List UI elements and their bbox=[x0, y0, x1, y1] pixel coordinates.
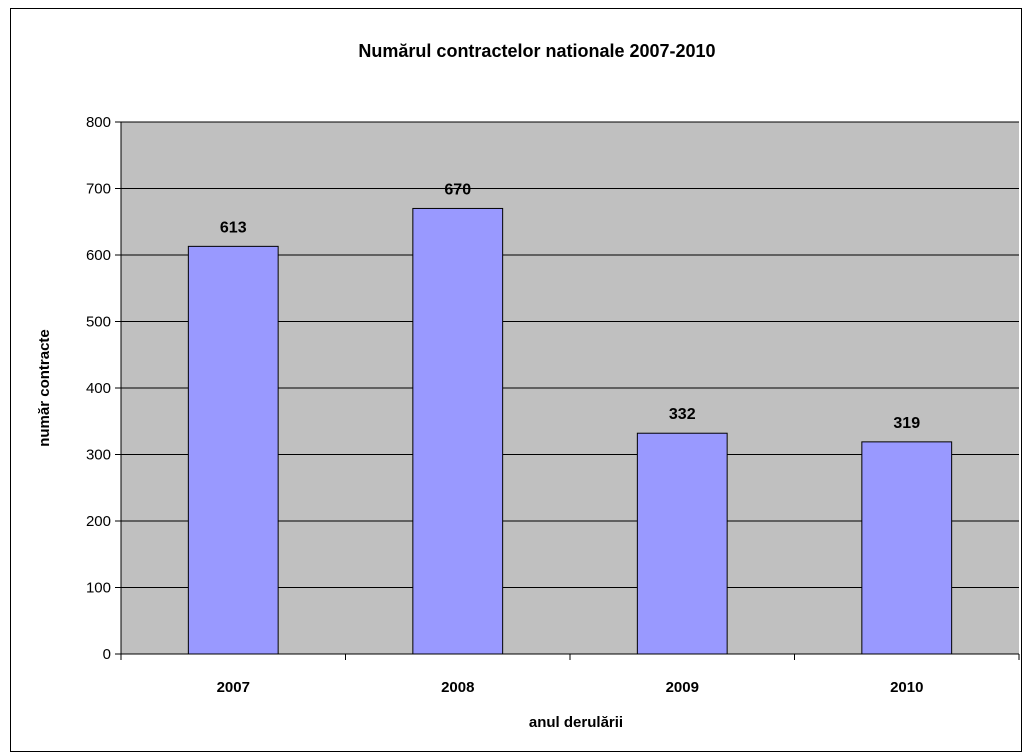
data-label-2010: 319 bbox=[893, 415, 920, 432]
data-label-2007: 613 bbox=[220, 219, 247, 236]
data-label-2009: 332 bbox=[669, 406, 696, 423]
y-tick-label: 800 bbox=[86, 114, 111, 131]
x-tick-label-2007: 2007 bbox=[217, 679, 250, 696]
y-tick-label: 300 bbox=[86, 447, 111, 464]
chart-title: Numărul contractelor nationale 2007-2010 bbox=[358, 41, 715, 61]
y-tick-label: 600 bbox=[86, 247, 111, 264]
y-tick-label: 500 bbox=[86, 314, 111, 331]
data-label-2008: 670 bbox=[444, 181, 471, 198]
y-tick-label: 200 bbox=[86, 513, 111, 530]
bar-2007 bbox=[187, 245, 279, 655]
bars bbox=[187, 207, 953, 655]
bar-2010 bbox=[861, 441, 953, 655]
chart-frame: Numărul contractelor nationale 2007-2010… bbox=[10, 8, 1022, 752]
axes: 0 100 200 300 400 500 600 700 800 2007 2008 2009 201… bbox=[86, 114, 1020, 696]
bar-2008 bbox=[412, 207, 504, 655]
x-tick-label-2009: 2009 bbox=[666, 679, 699, 696]
data-labels: 613 670 332 319 bbox=[220, 181, 920, 431]
y-tick-label: 100 bbox=[86, 580, 111, 597]
y-axis-label: număr contracte bbox=[36, 329, 53, 447]
y-tick-label: 700 bbox=[86, 181, 111, 198]
bar-2009 bbox=[636, 432, 728, 655]
x-tick-label-2008: 2008 bbox=[441, 679, 474, 696]
y-tick-label: 400 bbox=[86, 380, 111, 397]
x-axis-label: anul derulării bbox=[529, 714, 623, 731]
x-tick-label-2010: 2010 bbox=[890, 679, 923, 696]
y-tick-label: 0 bbox=[103, 646, 111, 663]
bar-chart: Numărul contractelor nationale 2007-2010… bbox=[36, 41, 1020, 731]
